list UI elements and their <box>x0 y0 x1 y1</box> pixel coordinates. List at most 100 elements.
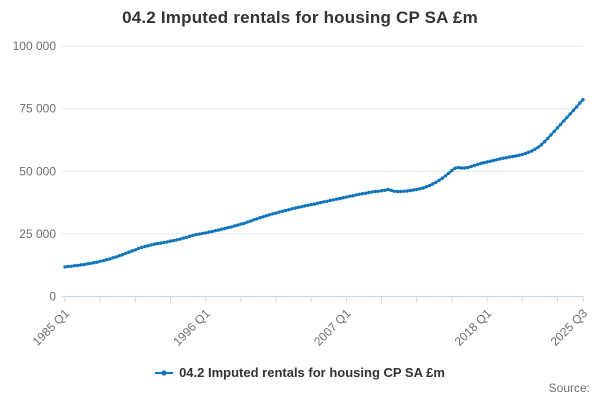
source-label: Source: <box>548 381 590 395</box>
data-point <box>357 192 361 196</box>
data-point <box>581 97 585 102</box>
data-point <box>88 261 93 266</box>
data-point <box>504 156 508 160</box>
y-axis-tick-label: 50 000 <box>19 164 56 178</box>
data-point <box>389 188 393 192</box>
data-point <box>130 249 134 253</box>
data-point <box>242 221 246 226</box>
data-point <box>453 166 457 170</box>
data-point <box>507 155 512 159</box>
data-point <box>514 154 518 158</box>
data-point <box>104 258 109 262</box>
data-point <box>546 136 550 141</box>
data-point <box>472 163 476 168</box>
data-point <box>386 187 390 192</box>
data-point <box>303 204 307 208</box>
data-point <box>143 244 147 249</box>
data-point <box>542 140 547 144</box>
data-point <box>152 242 157 246</box>
data-point <box>188 234 192 238</box>
data-point <box>245 220 249 224</box>
data-point <box>85 262 90 266</box>
data-point <box>226 225 230 230</box>
data-point <box>331 198 336 202</box>
x-axis-tick-label: 1996 Q1 <box>170 306 213 349</box>
data-point <box>427 183 432 188</box>
data-point <box>232 224 237 228</box>
data-point <box>485 160 489 164</box>
data-point <box>296 205 301 209</box>
data-point <box>344 195 349 199</box>
data-point <box>267 213 272 217</box>
data-point <box>255 217 259 221</box>
data-point <box>392 189 396 193</box>
data-point <box>315 201 320 205</box>
data-point <box>82 262 86 267</box>
data-point <box>341 196 345 200</box>
data-point <box>159 241 163 245</box>
chart-title: 04.2 Imputed rentals for housing CP SA £… <box>122 8 478 27</box>
data-point <box>370 190 374 194</box>
data-point <box>133 248 137 252</box>
data-point <box>101 259 106 263</box>
data-point <box>239 222 243 226</box>
data-point <box>213 229 217 233</box>
data-point <box>383 188 387 192</box>
data-point <box>379 189 384 193</box>
data-point <box>114 255 118 259</box>
data-point <box>501 156 505 160</box>
data-point <box>124 251 128 255</box>
data-point <box>79 263 83 267</box>
line-chart: 0 25 000 50 000 75 000 100 000 1985 Q1 1996 Q1… <box>13 39 591 349</box>
data-point <box>418 187 422 191</box>
data-point <box>431 182 435 186</box>
data-point <box>271 212 275 216</box>
data-point <box>252 218 256 222</box>
data-point <box>568 112 572 116</box>
data-point <box>261 215 265 219</box>
data-point <box>98 259 102 263</box>
data-point <box>395 189 400 194</box>
data-point <box>440 176 444 180</box>
data-point <box>539 143 544 147</box>
data-point <box>229 225 233 229</box>
data-point <box>120 253 125 257</box>
data-point <box>491 158 496 163</box>
data-point <box>290 207 294 211</box>
x-axis-tick-label: 2025 Q3 <box>548 306 591 349</box>
data-point <box>517 153 521 157</box>
data-point <box>63 265 67 269</box>
data-point <box>322 200 326 204</box>
data-point <box>424 185 428 189</box>
legend-item[interactable]: 04.2 Imputed rentals for housing CP SA £… <box>155 365 445 380</box>
data-point <box>488 159 492 163</box>
data-point <box>136 246 141 251</box>
data-point <box>552 129 556 134</box>
chart-legend: 04.2 Imputed rentals for housing CP SA £… <box>0 365 600 380</box>
data-point <box>373 189 377 194</box>
data-point <box>536 145 540 149</box>
data-point <box>248 219 253 223</box>
data-point <box>530 149 534 153</box>
data-point <box>312 202 317 206</box>
data-point <box>549 133 553 137</box>
data-point <box>69 264 74 268</box>
data-point <box>555 126 560 130</box>
x-axis-tick-label: 2007 Q1 <box>311 306 354 349</box>
data-point <box>443 174 448 178</box>
data-point <box>264 214 269 218</box>
data-point <box>162 240 166 245</box>
data-point <box>92 261 96 265</box>
data-point <box>367 190 371 195</box>
data-point <box>376 189 381 193</box>
series-line <box>63 98 585 268</box>
data-point <box>309 202 313 207</box>
data-point <box>415 187 419 192</box>
data-point <box>571 108 576 113</box>
data-point <box>498 157 502 161</box>
data-point <box>197 232 201 236</box>
data-point <box>156 241 160 246</box>
data-point <box>520 152 524 157</box>
data-point <box>495 158 499 162</box>
x-axis-tick-label: 2018 Q1 <box>452 306 495 349</box>
